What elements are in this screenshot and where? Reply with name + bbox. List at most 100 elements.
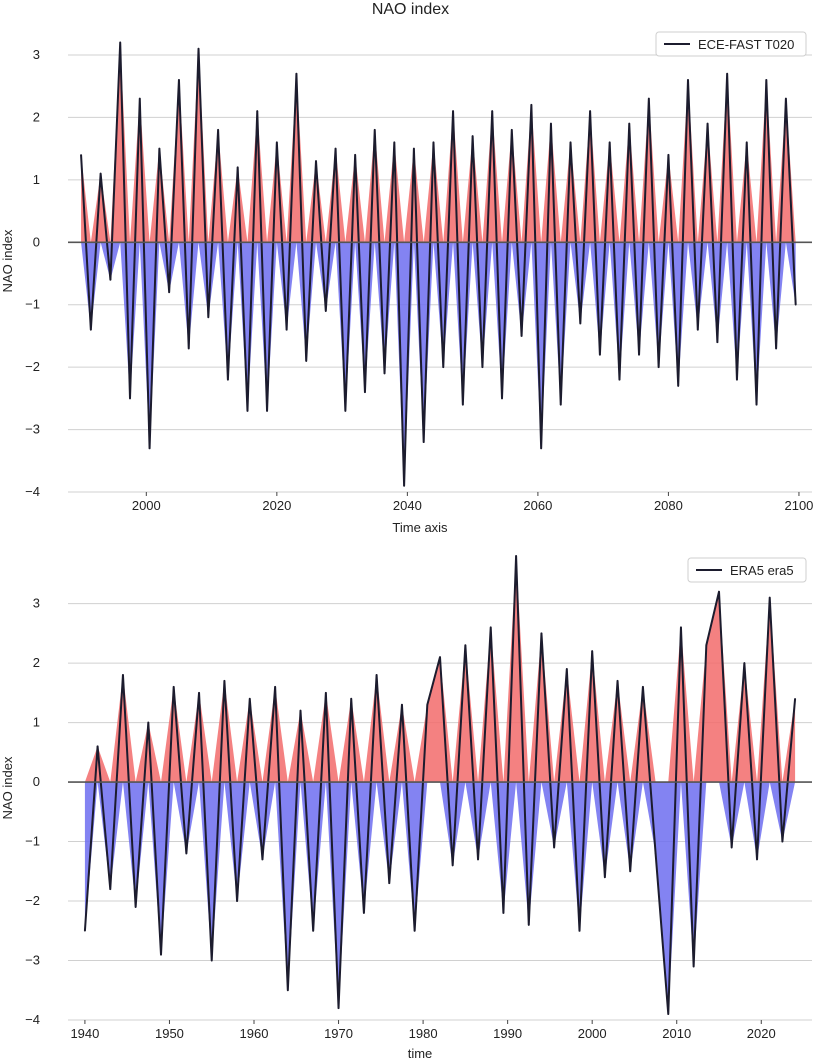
data-point xyxy=(364,391,366,393)
data-point xyxy=(530,104,533,106)
y-tick-label: 0 xyxy=(33,774,40,789)
legend-entry: ERA5 era5 xyxy=(730,563,794,578)
data-point xyxy=(705,644,708,647)
data-point xyxy=(138,97,141,100)
data-point xyxy=(210,959,213,962)
negative-area xyxy=(81,242,796,486)
data-point xyxy=(781,840,784,843)
data-point xyxy=(618,378,621,381)
y-tick-label: −2 xyxy=(25,893,40,908)
positive-area xyxy=(81,42,796,243)
data-point xyxy=(187,347,190,350)
data-point xyxy=(185,852,188,855)
data-point xyxy=(667,154,670,156)
data-point xyxy=(439,656,441,658)
data-point xyxy=(692,965,695,968)
data-point xyxy=(337,1007,340,1009)
data-point xyxy=(248,697,251,700)
data-point xyxy=(285,328,288,331)
x-axis-label: Time axis xyxy=(392,520,448,535)
data-point xyxy=(160,953,162,956)
data-point xyxy=(481,366,484,368)
series-line xyxy=(80,41,797,487)
y-tick-label: −1 xyxy=(25,297,40,312)
data-point xyxy=(566,668,568,670)
data-point xyxy=(295,72,298,75)
data-point xyxy=(261,858,264,861)
data-point xyxy=(363,912,365,914)
data-point xyxy=(217,129,219,131)
data-point xyxy=(520,335,523,337)
data-point xyxy=(388,882,391,884)
data-point xyxy=(579,322,582,325)
data-point xyxy=(148,447,151,450)
data-point xyxy=(246,410,249,412)
data-point xyxy=(393,141,396,144)
data-point xyxy=(756,858,758,861)
y-tick-label: 1 xyxy=(33,172,40,187)
data-point xyxy=(654,852,657,855)
data-point xyxy=(451,864,454,867)
x-tick-label: 2020 xyxy=(262,498,291,513)
data-point xyxy=(119,41,122,44)
data-point xyxy=(122,674,124,676)
data-point xyxy=(638,353,640,356)
data-point xyxy=(599,353,601,356)
data-point xyxy=(158,147,161,150)
data-point xyxy=(677,385,680,387)
y-tick-label: −3 xyxy=(25,953,40,968)
data-point xyxy=(578,929,581,932)
data-point xyxy=(375,674,378,676)
data-point xyxy=(608,141,611,144)
data-point xyxy=(172,686,175,688)
x-tick-label: 1940 xyxy=(70,1026,99,1041)
top-chart: 3 2 1 0 −1 −2 −3 −4 2000 2020 2040 2060 2080 2100 ECE-… xyxy=(0,31,813,535)
data-point xyxy=(354,154,356,156)
data-point xyxy=(99,172,102,175)
data-point xyxy=(794,303,797,306)
data-point xyxy=(527,924,530,926)
y-tick-label: 1 xyxy=(33,715,40,730)
data-point xyxy=(274,686,276,688)
data-point xyxy=(432,141,435,144)
data-point xyxy=(667,1013,670,1015)
data-point xyxy=(745,141,748,144)
data-point xyxy=(540,447,542,450)
data-point xyxy=(401,703,403,706)
y-tick-label: −2 xyxy=(25,359,40,374)
data-point xyxy=(198,692,200,694)
page-title: NAO index xyxy=(371,1,450,18)
data-point xyxy=(464,644,467,647)
data-point xyxy=(569,141,572,144)
data-point xyxy=(109,888,112,890)
data-point xyxy=(287,989,289,992)
data-point xyxy=(315,160,317,162)
y-tick-label: 0 xyxy=(33,234,40,249)
data-point xyxy=(422,441,425,443)
x-tick-label: 2000 xyxy=(132,498,161,513)
y-tick-label: 3 xyxy=(33,47,40,62)
data-point xyxy=(178,79,180,81)
data-point xyxy=(324,310,327,312)
data-point xyxy=(629,870,632,873)
x-tick-label: 2080 xyxy=(654,498,683,513)
data-point xyxy=(109,278,112,281)
legend-box xyxy=(687,557,807,583)
data-point xyxy=(471,135,474,137)
y-tick-label: 2 xyxy=(33,109,40,124)
data-point xyxy=(540,632,543,635)
data-point xyxy=(550,122,552,125)
data-point xyxy=(515,555,517,557)
data-point xyxy=(413,147,415,150)
data-point xyxy=(168,291,170,294)
data-point xyxy=(553,846,555,849)
y-tick-label: −1 xyxy=(25,834,40,849)
data-point xyxy=(477,858,479,861)
data-point xyxy=(716,341,719,343)
y-axis-label: NAO index xyxy=(0,229,15,292)
x-tick-label: 2060 xyxy=(523,498,552,513)
y-axis-label: NAO index xyxy=(0,756,15,819)
y-tick-label: 3 xyxy=(33,596,40,611)
data-point xyxy=(312,929,314,932)
